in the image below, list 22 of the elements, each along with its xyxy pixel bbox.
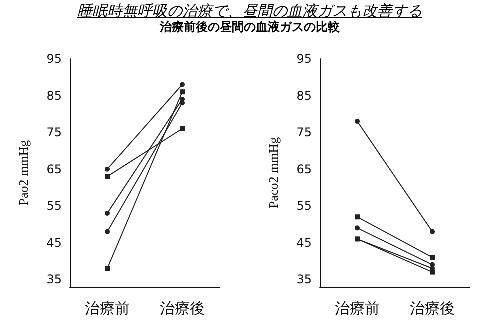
text: 治療前後の昼間の血液ガスの比較 [159,20,341,35]
x-tick-label: 治療後 [160,300,205,318]
text: 睡眠時無呼吸の治療で、昼間の血液ガスも改善する [76,2,424,20]
x-tick-label: 治療後 [410,300,455,318]
y-tick-label: 75 [46,126,62,140]
y-tick-label: 45 [296,236,312,250]
y-tick-label: 35 [46,272,62,287]
x-tick-label: 治療前 [85,300,130,318]
y-tick-label: 55 [296,199,312,214]
y-tick-label: 85 [46,88,62,103]
y-tick-label: 35 [296,272,312,287]
y-tick-label: 55 [46,199,62,214]
y-tick-label: 95 [296,52,312,66]
y-tick-label: 65 [46,162,62,176]
y-tick-label: 45 [46,236,62,250]
y-tick-label: 65 [296,162,312,176]
y-axis-title: Paco2 mmHg [266,136,281,209]
y-axis-title: Pao2 mmHg [16,140,31,206]
y-tick-label: 85 [296,88,312,103]
y-tick-label: 95 [46,52,62,66]
y-tick-label: 75 [296,126,312,140]
x-tick-label: 治療前 [335,300,380,318]
